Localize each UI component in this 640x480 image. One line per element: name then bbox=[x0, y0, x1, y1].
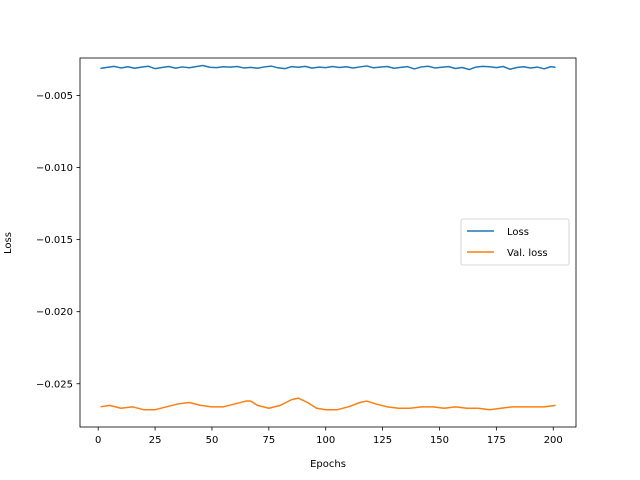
x-tick-label: 175 bbox=[487, 435, 506, 446]
x-tick-label: 0 bbox=[95, 435, 101, 446]
series-layer bbox=[100, 64, 556, 411]
y-tick-label: −0.025 bbox=[36, 379, 73, 390]
x-axis-label: Epochs bbox=[310, 459, 346, 470]
legend: Loss Val. loss bbox=[460, 218, 570, 266]
y-axis-ticks: −0.025 −0.020 −0.015 −0.010 −0.005 bbox=[36, 91, 80, 390]
plot-frame bbox=[79, 57, 577, 428]
y-tick-label: −0.020 bbox=[36, 307, 73, 318]
x-tick-label: 50 bbox=[206, 435, 219, 446]
y-tick-label: −0.010 bbox=[36, 163, 73, 174]
x-tick-label: 100 bbox=[316, 435, 335, 446]
series-line-loss bbox=[100, 64, 556, 71]
series-line-val-loss bbox=[100, 397, 556, 411]
x-tick-label: 75 bbox=[262, 435, 275, 446]
y-tick-label: −0.015 bbox=[36, 235, 73, 246]
y-axis-label: Loss bbox=[3, 232, 14, 254]
y-tick-label: −0.005 bbox=[36, 91, 73, 102]
x-tick-label: 150 bbox=[430, 435, 449, 446]
x-tick-label: 200 bbox=[544, 435, 563, 446]
x-tick-label: 125 bbox=[373, 435, 392, 446]
x-tick-label: 25 bbox=[149, 435, 162, 446]
legend-label-val-loss: Val. loss bbox=[507, 248, 548, 259]
x-axis-ticks: 0 25 50 75 100 125 150 175 200 bbox=[95, 427, 563, 446]
legend-label-loss: Loss bbox=[507, 227, 529, 238]
